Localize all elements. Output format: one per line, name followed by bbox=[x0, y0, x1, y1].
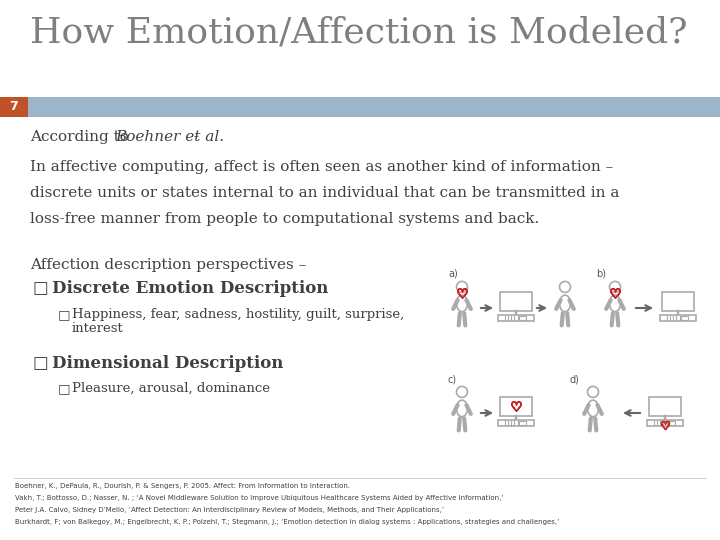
Text: interest: interest bbox=[72, 322, 124, 335]
Bar bbox=[0, 97, 720, 117]
Text: In affective computing, affect is often seen as another kind of information –: In affective computing, affect is often … bbox=[30, 160, 613, 174]
Bar bbox=[498, 420, 534, 426]
Ellipse shape bbox=[610, 295, 621, 312]
Circle shape bbox=[559, 281, 570, 292]
Text: □: □ bbox=[32, 355, 48, 372]
Circle shape bbox=[456, 387, 467, 397]
Text: Boehner et al.: Boehner et al. bbox=[115, 130, 224, 144]
Bar bbox=[647, 420, 683, 426]
Text: Boehner, K., DePaula, R., Dourish, P. & Sengers, P. 2005. Affect: From Informati: Boehner, K., DePaula, R., Dourish, P. & … bbox=[15, 483, 350, 489]
Ellipse shape bbox=[456, 400, 467, 417]
Text: How Emotion/Affection is Modeled?: How Emotion/Affection is Modeled? bbox=[30, 15, 688, 49]
Text: 7: 7 bbox=[9, 100, 19, 113]
Circle shape bbox=[456, 281, 467, 292]
Text: □: □ bbox=[58, 308, 71, 321]
Bar bbox=[0, 97, 28, 117]
Bar bbox=[500, 292, 532, 311]
Bar bbox=[660, 315, 696, 321]
Bar bbox=[500, 397, 532, 416]
Bar bbox=[668, 421, 675, 426]
Circle shape bbox=[610, 281, 621, 292]
Text: a): a) bbox=[448, 268, 458, 278]
Bar bbox=[649, 397, 681, 416]
Bar bbox=[498, 315, 534, 321]
Ellipse shape bbox=[559, 295, 570, 312]
Bar bbox=[519, 316, 526, 320]
Text: According to: According to bbox=[30, 130, 134, 144]
Text: d): d) bbox=[570, 375, 580, 385]
Text: Pleasure, arousal, dominance: Pleasure, arousal, dominance bbox=[72, 382, 270, 395]
Bar bbox=[662, 292, 694, 311]
Text: Dimensional Description: Dimensional Description bbox=[52, 355, 284, 372]
Ellipse shape bbox=[588, 400, 598, 417]
Text: Affection description perspectives –: Affection description perspectives – bbox=[30, 258, 306, 272]
Text: Happiness, fear, sadness, hostility, guilt, surprise,: Happiness, fear, sadness, hostility, gui… bbox=[72, 308, 404, 321]
Text: □: □ bbox=[58, 382, 71, 395]
Text: Vakh, T.; Bottosso, D.; Nasser, N. ; ‘A Novel Middleware Solution to Improve Ubi: Vakh, T.; Bottosso, D.; Nasser, N. ; ‘A … bbox=[15, 495, 503, 501]
Text: Peter J.A. Calvo, Sidney D’Mello, ‘Affect Detection: An Interdisciplinary Review: Peter J.A. Calvo, Sidney D’Mello, ‘Affec… bbox=[15, 507, 444, 513]
Bar bbox=[519, 421, 526, 426]
Text: c): c) bbox=[448, 375, 457, 385]
Text: b): b) bbox=[596, 268, 606, 278]
Text: discrete units or states internal to an individual that can be transmitted in a: discrete units or states internal to an … bbox=[30, 186, 619, 200]
Text: loss-free manner from people to computational systems and back.: loss-free manner from people to computat… bbox=[30, 212, 539, 226]
Text: □: □ bbox=[32, 280, 48, 297]
Circle shape bbox=[588, 387, 598, 397]
Ellipse shape bbox=[456, 295, 467, 312]
Bar bbox=[681, 316, 688, 320]
Text: -: - bbox=[189, 130, 199, 144]
Text: Burkhardt, F; von Balkegoy, M.; Engelbrecht, K. P.; Polzehl, T.; Stegmann, J.; ‘: Burkhardt, F; von Balkegoy, M.; Engelbre… bbox=[15, 519, 559, 525]
Text: Discrete Emotion Description: Discrete Emotion Description bbox=[52, 280, 328, 297]
